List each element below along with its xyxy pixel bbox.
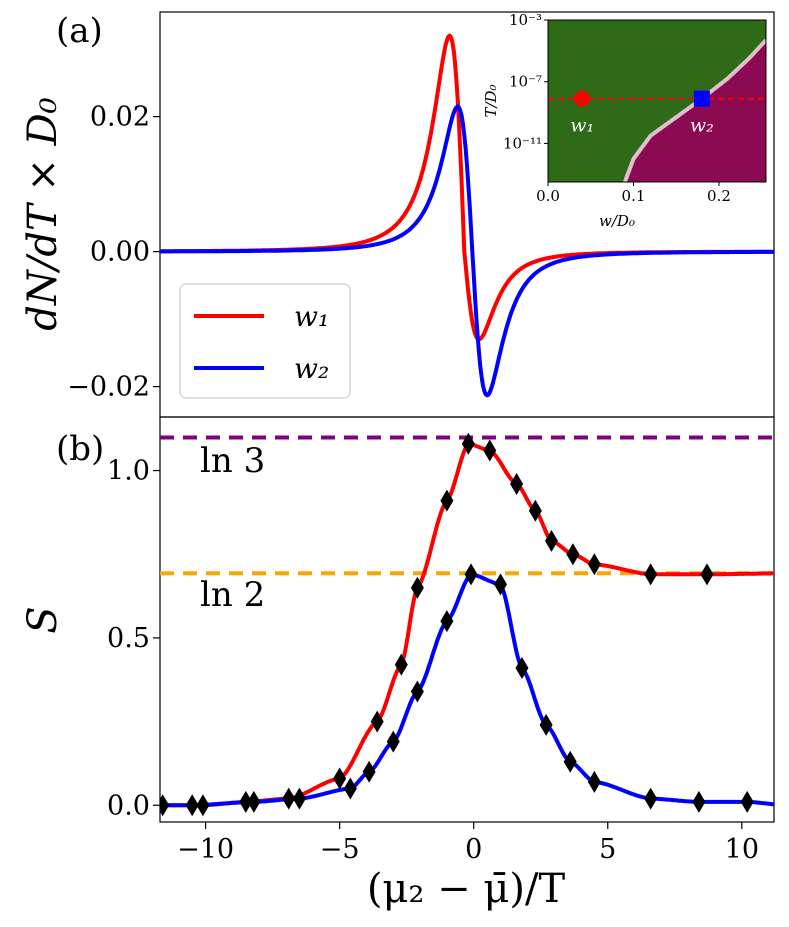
diamond-marker-w1-5	[370, 710, 384, 733]
inset-ticks: 0.0 0.1 0.2 10⁻³ 10⁻⁷ 10⁻¹¹	[503, 11, 731, 205]
panel-a-y-axis-label: dN/dT × D₀	[20, 97, 66, 330]
inset-point-label-w1: w₁	[570, 115, 594, 137]
panel-b: 0.0 0.5 1.0 −10 −5 0 5 10 ln 3 ln 2 (b) S (μ₂ …	[20, 416, 775, 912]
legend-label-w2: w₂	[294, 352, 329, 385]
panel-b-label: (b)	[56, 429, 104, 469]
ln3-annotation: ln 3	[200, 441, 265, 481]
inset-point-label-w2: w₂	[690, 115, 714, 137]
diamond-marker-w1-13	[544, 529, 558, 552]
inset-x-tick-label-1: 0.1	[622, 187, 646, 205]
diamond-marker-w2-0	[185, 794, 199, 817]
panel-b-markers	[160, 432, 754, 817]
diamond-marker-w2-9	[494, 573, 508, 596]
diamond-marker-w1-17	[700, 563, 714, 586]
diamond-marker-w1-0	[160, 794, 170, 817]
inset-frame	[547, 19, 767, 183]
panel-a-curve-w2	[160, 104, 774, 398]
diamond-marker-w2-2	[292, 787, 306, 810]
panel-b-y-tick-label-0: 0.0	[107, 790, 150, 821]
panel-b-y-axis-label: S	[20, 606, 66, 633]
panel-a-y-tick-label-0: −0.02	[67, 372, 150, 403]
diamond-marker-w2-5	[386, 730, 400, 753]
panel-b-x-tick-label-1: −5	[320, 834, 360, 865]
diamond-marker-w1-10	[483, 439, 497, 462]
diamond-marker-w2-15	[692, 790, 706, 813]
panel-a: −0.020.000.02 (a) dN/dT × D₀ w₁ w₂ 0.0 0.…	[20, 11, 775, 418]
panel-b-curve-w2	[160, 572, 774, 808]
diamond-marker-w1-9	[461, 432, 475, 455]
diamond-marker-w2-16	[740, 790, 754, 813]
diamond-marker-w2-8	[464, 563, 478, 586]
diamond-marker-w1-7	[410, 576, 424, 599]
legend-label-w1: w₁	[294, 300, 329, 333]
inset-heatmap: 0.0 0.1 0.2 10⁻³ 10⁻⁷ 10⁻¹¹ w₁ w₂ w/D₀ T/D₀	[482, 11, 767, 230]
panel-a-y-tick-label-1: 0.00	[90, 237, 150, 268]
legend: w₁ w₂	[179, 283, 351, 399]
panel-b-x-tick-label-0: −10	[177, 834, 234, 865]
panel-b-x-tick-label-3: 5	[599, 834, 616, 865]
inset-point-w1	[574, 90, 591, 107]
diamond-marker-w1-14	[566, 543, 580, 566]
ln2-annotation: ln 2	[200, 575, 265, 615]
panel-b-x-tick-label-4: 10	[725, 834, 759, 865]
diamond-marker-w1-6	[394, 653, 408, 676]
diamond-marker-w2-10	[515, 657, 529, 680]
diamond-marker-w2-4	[362, 760, 376, 783]
panel-b-x-ticks: −10 −5 0 5 10	[177, 822, 759, 865]
diamond-marker-w1-12	[528, 499, 542, 522]
diamond-marker-w1-3	[282, 787, 296, 810]
diamond-marker-w1-15	[587, 553, 601, 576]
diamond-marker-w2-1	[247, 790, 261, 813]
panel-a-y-tick-label-2: 0.02	[90, 102, 150, 133]
panel-b-x-tick-label-2: 0	[465, 834, 482, 865]
diamond-marker-w1-16	[644, 563, 658, 586]
panel-b-curve-w1	[160, 441, 774, 808]
diamond-marker-w2-11	[539, 713, 553, 736]
diamond-marker-w2-7	[440, 610, 454, 633]
inset-point-w2	[693, 90, 710, 107]
diamond-marker-w1-1	[196, 794, 210, 817]
diamond-marker-w1-4	[333, 767, 347, 790]
diamond-marker-w2-14	[644, 787, 658, 810]
panel-b-y-tick-label-2: 1.0	[107, 456, 150, 487]
diamond-marker-w2-3	[343, 777, 357, 800]
inset-y-axis-label: T/D₀	[482, 84, 500, 117]
inset-y-tick-label-0: 10⁻³	[509, 11, 542, 29]
diamond-marker-w2-13	[587, 770, 601, 793]
panel-b-y-ticks: 0.0 0.5 1.0	[107, 456, 160, 821]
diamond-marker-w1-2	[239, 790, 253, 813]
diamond-marker-w2-12	[563, 750, 577, 773]
diamond-marker-w2-6	[410, 680, 424, 703]
diamond-marker-w1-8	[440, 489, 454, 512]
inset-y-tick-label-1: 10⁻⁷	[509, 73, 542, 91]
inset-y-tick-label-2: 10⁻¹¹	[503, 134, 542, 152]
panel-a-y-ticks: −0.02 0.00 0.02	[67, 102, 160, 403]
inset-x-tick-label-0: 0.0	[536, 187, 560, 205]
inset-x-tick-label-2: 0.2	[707, 187, 731, 205]
panel-b-y-tick-label-1: 0.5	[107, 623, 150, 654]
diamond-marker-w1-11	[510, 472, 524, 495]
panel-b-x-axis-label: (μ₂ − μ̄)/T	[367, 866, 566, 912]
inset-region-high	[624, 40, 766, 182]
panel-b-frame	[159, 416, 775, 823]
inset-crossover-edge	[623, 38, 766, 182]
inset-x-axis-label: w/D₀	[599, 212, 635, 230]
panel-a-label: (a)	[56, 11, 103, 51]
